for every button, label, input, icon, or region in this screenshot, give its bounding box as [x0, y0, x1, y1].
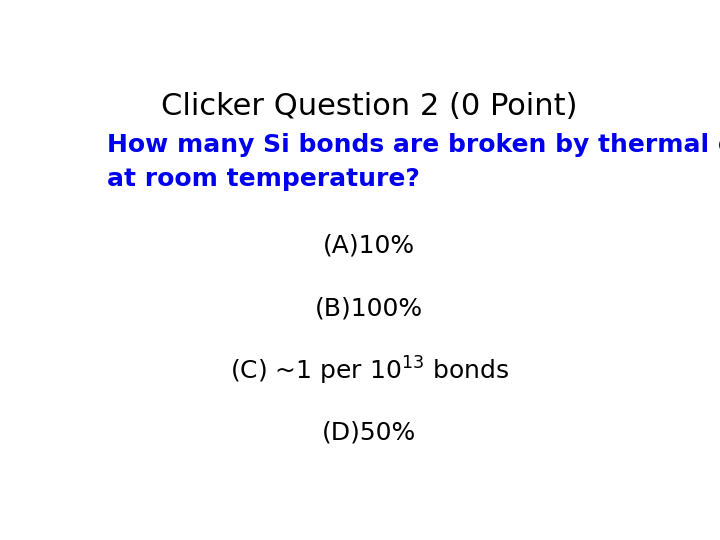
Text: How many Si bonds are broken by thermal energy
at room temperature?: How many Si bonds are broken by thermal … — [107, 133, 720, 191]
Text: Clicker Question 2 (0 Point): Clicker Question 2 (0 Point) — [161, 92, 577, 121]
Text: (A)10%: (A)10% — [323, 234, 415, 258]
Text: (D)50%: (D)50% — [322, 421, 416, 445]
Text: (C) ~1 per $10^{13}$ bonds: (C) ~1 per $10^{13}$ bonds — [230, 354, 508, 387]
Text: (B)100%: (B)100% — [315, 296, 423, 320]
